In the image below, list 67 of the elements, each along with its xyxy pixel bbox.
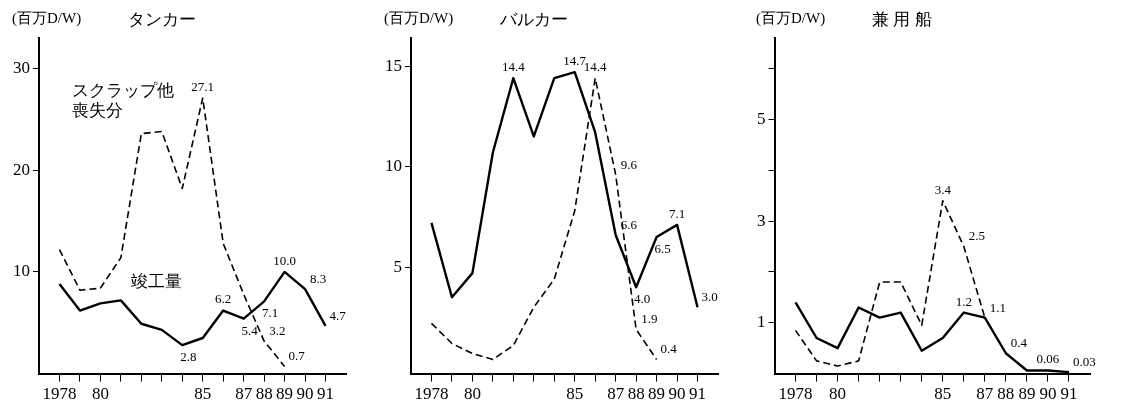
y-tick-label: 10: [13, 261, 30, 281]
data-label: 4.0: [634, 291, 651, 307]
data-label: 1.9: [641, 311, 658, 327]
x-tick-label: 88: [627, 384, 645, 404]
data-label: 6.5: [654, 240, 671, 256]
x-tick-label: 87: [607, 384, 625, 404]
data-label: 0.4: [660, 341, 678, 357]
data-label: 5.4: [241, 322, 259, 338]
y-tick-label: 5: [757, 108, 766, 128]
data-label: 4.7: [329, 307, 347, 323]
data-label: 6.2: [215, 291, 232, 307]
x-tick-label: 89: [276, 384, 294, 404]
x-tick-label: 88: [997, 384, 1015, 404]
data-label: 0.7: [288, 348, 306, 364]
data-label: 8.3: [310, 271, 327, 287]
x-tick-label: 85: [934, 384, 952, 404]
x-tick-label: 91: [1060, 384, 1078, 404]
y-axis-title: (百万D/W): [756, 10, 826, 28]
y-tick-label: 1: [757, 312, 766, 332]
y-tick-label: 20: [13, 159, 30, 179]
x-tick-label: 90: [668, 384, 686, 404]
data-label: 2.8: [180, 349, 197, 365]
y-tick-label: 30: [13, 57, 30, 77]
data-label: 2.5: [968, 228, 986, 244]
data-label: 14.7: [563, 53, 587, 69]
x-tick-label: 89: [648, 384, 666, 404]
data-label: 3.2: [269, 322, 286, 338]
x-tick-label: 80: [463, 384, 481, 404]
data-label: 0.4: [1010, 335, 1028, 351]
x-tick-label: 85: [194, 384, 212, 404]
data-label: 1.2: [955, 293, 972, 309]
x-tick-label: 85: [566, 384, 584, 404]
series-label: 竣工量: [131, 271, 183, 291]
data-label: 0.06: [1036, 351, 1060, 367]
x-tick-label: 91: [689, 384, 707, 404]
data-label: 14.4: [501, 59, 526, 75]
chart-title: バルカー: [499, 9, 568, 29]
y-axis-title: (百万D/W): [384, 10, 454, 28]
data-label: 0.03: [1072, 354, 1096, 369]
x-tick-label: 1978: [414, 384, 449, 404]
data-label: 7.1: [262, 305, 279, 321]
x-tick-label: 88: [255, 384, 273, 404]
series-label: スクラップ他喪失分: [71, 80, 174, 120]
x-tick-label: 87: [235, 384, 253, 404]
data-label: 27.1: [191, 78, 215, 94]
x-tick-label: 89: [1018, 384, 1036, 404]
data-label: 10.0: [273, 252, 296, 268]
y-tick-label: 15: [385, 55, 402, 75]
x-tick-label: 90: [296, 384, 314, 404]
data-label: 7.1: [668, 205, 686, 221]
chart-title: タンカー: [128, 9, 196, 29]
data-label: 1.1: [989, 299, 1007, 315]
data-label: 3.4: [934, 181, 952, 197]
y-tick-label: 5: [393, 256, 402, 276]
x-tick-label: 91: [317, 384, 335, 404]
data-label: 3.0: [701, 289, 718, 305]
x-tick-label: 80: [91, 384, 109, 404]
y-tick-label: 10: [385, 156, 402, 176]
x-tick-label: 1978: [42, 384, 77, 404]
x-tick-label: 80: [829, 384, 847, 404]
data-label: 9.6: [620, 156, 638, 172]
x-tick-label: 87: [976, 384, 994, 404]
x-tick-label: 90: [1039, 384, 1057, 404]
y-axis-title: (百万D/W): [12, 10, 82, 28]
y-tick-label: 3: [757, 210, 766, 230]
x-tick-label: 1978: [778, 384, 813, 404]
chart-title: 兼 用 船: [872, 9, 932, 29]
